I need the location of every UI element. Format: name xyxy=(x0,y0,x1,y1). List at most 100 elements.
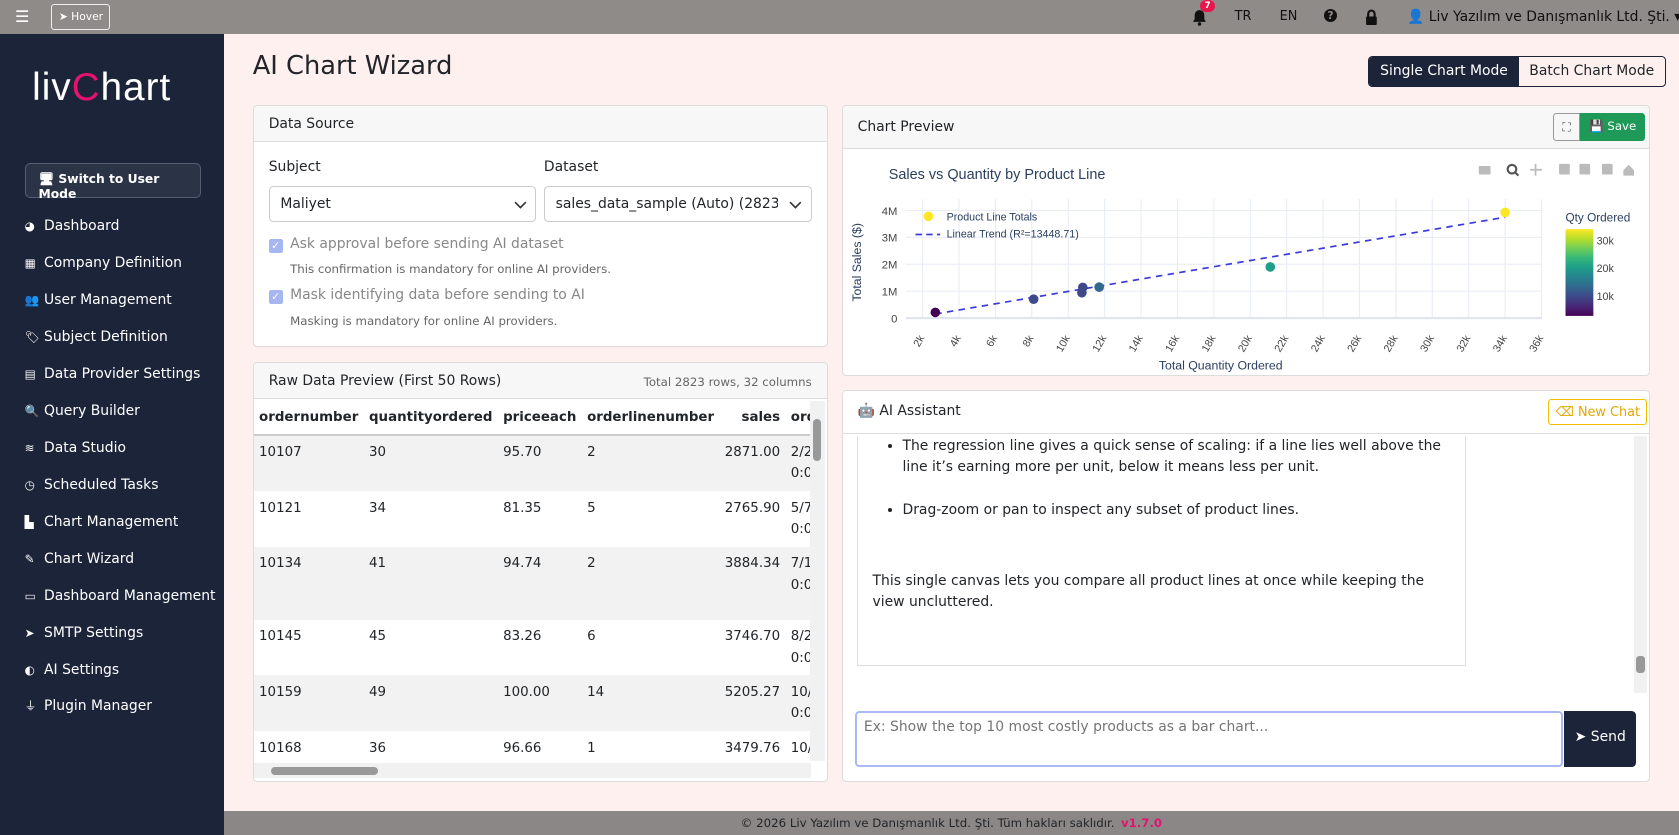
sidebar-item-data-provider-settings[interactable]: ▤ Data Provider Settings xyxy=(25,364,218,384)
pan-icon[interactable] xyxy=(1530,163,1542,176)
x-tick-label: 22k xyxy=(1272,333,1291,354)
sidebar-item-dashboard-management[interactable]: ▭ Dashboard Management xyxy=(25,586,218,606)
hover-label: Hover xyxy=(71,9,104,23)
data-point xyxy=(1265,262,1276,272)
dataset-select[interactable]: sales_data_sample (Auto) (2823 rows) xyxy=(543,186,812,222)
camera-icon[interactable] xyxy=(1478,165,1491,175)
horizontal-scrollbar[interactable] xyxy=(253,763,811,779)
sidebar-item-smtp-settings[interactable]: ➤ SMTP Settings xyxy=(25,623,218,643)
x-tick-label: 28k xyxy=(1382,333,1401,354)
floppy-icon: 💾 xyxy=(1588,118,1608,133)
chat-input[interactable] xyxy=(855,710,1564,767)
single-chart-mode-button[interactable]: Single Chart Mode xyxy=(1369,56,1519,86)
sidebar-item-chart-management[interactable]: ▙ Chart Management xyxy=(25,512,218,532)
sidebar-item-scheduled-tasks[interactable]: ◷ Scheduled Tasks xyxy=(25,475,218,495)
plot-area xyxy=(905,199,1542,320)
chevron-down-icon xyxy=(514,201,527,209)
table-cell: 10134 xyxy=(253,546,364,620)
sidebar-item-label: User Management xyxy=(44,292,172,309)
scroll-thumb[interactable] xyxy=(812,418,822,462)
x-tick-label: 4k xyxy=(948,333,964,349)
sidebar-item-query-builder[interactable]: 🔍 Query Builder xyxy=(25,401,218,421)
ai-message: The regression line gives a quick sense … xyxy=(856,435,1466,666)
raw-data-summary: Total 2823 rows, 32 columns xyxy=(643,374,812,389)
x-tick-label: 34k xyxy=(1491,333,1510,354)
x-tick-label: 8k xyxy=(1021,333,1037,349)
sidebar-item-chart-wizard[interactable]: ✎ Chart Wizard xyxy=(25,549,218,569)
lang-tr[interactable]: TR xyxy=(1234,8,1252,24)
column-header[interactable]: sales xyxy=(719,401,786,436)
tags-icon: 🏷 xyxy=(24,330,40,345)
paper-plane-icon: ➤ xyxy=(1574,729,1591,746)
cursor-icon: ➤ xyxy=(58,9,72,23)
user-menu[interactable]: 👤 Liv Yazılım ve Danışmanlık Ltd. Şti. ▾ xyxy=(1407,9,1679,25)
raw-data-table: ordernumber quantityordered priceeach order… xyxy=(253,401,811,761)
column-header[interactable]: orderdate xyxy=(785,401,811,436)
sidebar-item-label: Subject Definition xyxy=(44,329,168,346)
x-tick-label: 2k xyxy=(911,333,927,349)
column-header[interactable]: ordernumber xyxy=(253,401,364,436)
table-cell: 10107 xyxy=(253,434,364,492)
table-cell: 10/10/2003 0:00 xyxy=(785,675,811,732)
sidebar-item-ai-settings[interactable]: ◐ AI Settings xyxy=(25,660,218,680)
menu-toggle-icon[interactable]: ☰ xyxy=(14,7,30,27)
zoom-in-icon[interactable] xyxy=(1559,163,1570,175)
scroll-thumb-h[interactable] xyxy=(270,766,378,776)
table-cell: 10145 xyxy=(259,629,302,645)
batch-chart-mode-button[interactable]: Batch Chart Mode xyxy=(1529,63,1655,80)
table-cell: 96.66 xyxy=(503,740,542,756)
pen-icon: ✎ xyxy=(24,551,35,566)
clock-icon: ◷ xyxy=(24,477,35,492)
sidebar-item-label: Chart Management xyxy=(44,513,179,530)
chevron-down-icon xyxy=(789,201,802,209)
expand-icon[interactable]: ⛶ xyxy=(1552,113,1581,142)
table-row: 10145 45 83.26 6 3746.70 8/25/2003 0:00 xyxy=(254,620,810,676)
version-label: v1.7.0 xyxy=(1120,815,1163,830)
table-cell: 94.74 xyxy=(497,546,582,620)
bell-icon[interactable] xyxy=(1192,9,1207,26)
data-point xyxy=(930,307,941,318)
sidebar-item-subject-definition[interactable]: 🏷 Subject Definition xyxy=(25,327,218,347)
approval-checkbox[interactable]: ✓ xyxy=(268,238,283,253)
y-axis-label: Total Sales ($) xyxy=(850,223,864,302)
sidebar-item-user-management[interactable]: 👥 User Management xyxy=(25,290,218,310)
y-tick-label: 2M xyxy=(882,260,898,272)
column-header[interactable]: orderlinenumber xyxy=(581,401,720,436)
x-tick-label: 32k xyxy=(1454,333,1473,354)
help-icon[interactable]: ? xyxy=(1323,8,1338,23)
home-icon[interactable] xyxy=(1623,164,1635,176)
zoom-icon[interactable] xyxy=(1506,163,1518,175)
lang-en[interactable]: EN xyxy=(1279,8,1298,24)
new-chat-button[interactable]: ⌫ New Chat xyxy=(1548,399,1648,425)
autoscale-icon[interactable] xyxy=(1601,163,1613,175)
sidebar-item-plugin-manager[interactable]: ⏚ Plugin Manager xyxy=(25,696,218,716)
chat-scroll-thumb[interactable] xyxy=(1636,656,1645,674)
sidebar-item-company-definition[interactable]: ▦ Company Definition xyxy=(25,253,218,273)
save-button[interactable]: 💾 Save xyxy=(1580,113,1645,142)
zoom-out-icon[interactable] xyxy=(1579,163,1591,175)
table-cell: 10/28/2003 0:00 xyxy=(790,740,811,756)
vertical-scrollbar[interactable] xyxy=(809,401,825,762)
logo: livChart xyxy=(32,66,172,110)
table-cell: 2871.00 xyxy=(719,434,786,492)
chat-scrollbar[interactable] xyxy=(1634,435,1647,693)
subject-select[interactable]: Maliyet xyxy=(268,186,537,222)
table-cell: 30 xyxy=(363,434,498,492)
switch-to-user-mode-button[interactable]: 🖥 Switch to User Mode xyxy=(24,162,202,201)
lock-icon[interactable] xyxy=(1365,9,1378,25)
column-header[interactable]: priceeach xyxy=(497,401,582,436)
topbar: ☰ ➤ Hover 7 TR EN ? 👤 Liv Yazılım ve Dan… xyxy=(0,0,1679,35)
send-button[interactable]: ➤ Send xyxy=(1564,710,1637,767)
data-point xyxy=(1028,294,1039,305)
column-header[interactable]: quantityordered xyxy=(363,401,498,436)
hover-button[interactable]: ➤ Hover xyxy=(51,4,111,30)
mask-checkbox[interactable]: ✓ xyxy=(268,290,283,305)
sidebar-item-dashboard[interactable]: ◕ Dashboard xyxy=(25,216,218,236)
search-icon: 🔍 xyxy=(24,403,40,418)
legend-marker xyxy=(923,211,934,222)
approval-label: Ask approval before sending AI dataset xyxy=(290,235,564,252)
sidebar-item-data-studio[interactable]: ≋ Data Studio xyxy=(25,438,218,458)
raw-data-header: Raw Data Preview (First 50 Rows) Total 28… xyxy=(253,362,827,400)
